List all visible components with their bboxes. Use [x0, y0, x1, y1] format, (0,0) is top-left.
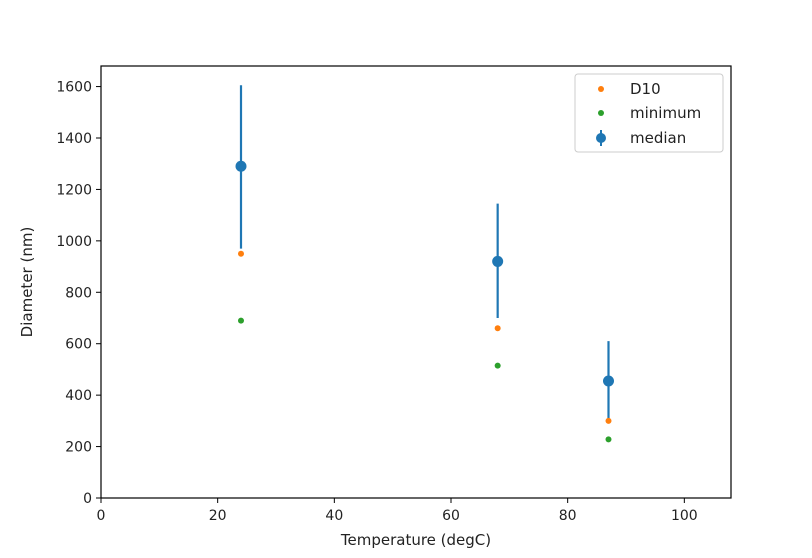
- median-point: [492, 255, 504, 267]
- y-axis: 0 200 400 600 800 1000 1200 1400 1600: [56, 80, 101, 507]
- legend: D10 minimum median: [574, 73, 724, 153]
- legend-marker-d10: [598, 86, 604, 92]
- minimum-point: [238, 317, 244, 324]
- legend-box: [574, 73, 724, 153]
- y-tick-label: 600: [65, 337, 92, 353]
- legend-label-minimum: minimum: [630, 104, 701, 122]
- x-tick-label: 0: [97, 508, 106, 524]
- legend-marker-median: [596, 133, 606, 143]
- y-tick-label: 200: [65, 440, 92, 456]
- minimum-point: [494, 362, 501, 369]
- x-tick-label: 100: [671, 508, 698, 524]
- plot-frame: [100, 65, 732, 499]
- y-tick-label: 1400: [56, 131, 92, 147]
- x-tick-label: 20: [209, 508, 227, 524]
- median-point: [603, 375, 614, 387]
- d10-point: [238, 250, 244, 257]
- d10-point: [605, 417, 612, 424]
- median-point: [235, 160, 247, 172]
- legend-label-d10: D10: [630, 80, 661, 98]
- d10-point: [494, 325, 501, 332]
- legend-marker-minimum: [598, 110, 604, 116]
- x-tick-label: 60: [442, 508, 460, 524]
- y-tick-label: 1600: [56, 80, 92, 96]
- legend-label-median: median: [630, 129, 686, 147]
- x-axis-label: Temperature (degC): [340, 531, 491, 549]
- minimum-point: [605, 436, 612, 443]
- x-axis: 0 20 40 60 80 100: [97, 498, 698, 524]
- y-tick-label: 1200: [56, 182, 92, 198]
- y-tick-label: 800: [65, 285, 92, 301]
- y-tick-label: 400: [65, 388, 92, 404]
- y-tick-label: 0: [83, 491, 92, 507]
- y-tick-label: 1000: [56, 234, 92, 250]
- plot-marks: [235, 85, 614, 443]
- x-tick-label: 80: [559, 508, 577, 524]
- y-axis-label: Diameter (nm): [18, 227, 36, 338]
- x-tick-label: 40: [325, 508, 343, 524]
